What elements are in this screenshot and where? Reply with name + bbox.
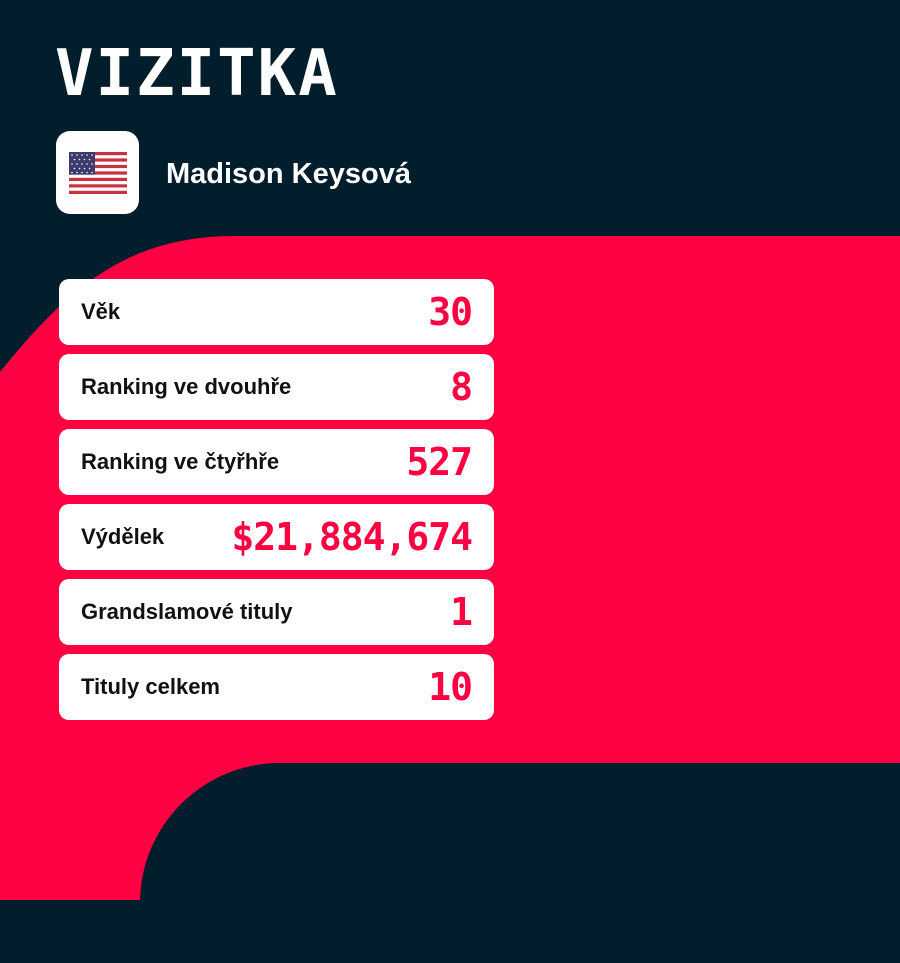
stat-card-singles-ranking: Ranking ve dvouhře 8	[59, 354, 494, 420]
stat-card-earnings: Výdělek $21,884,674	[59, 504, 494, 570]
player-name: Madison Keysová	[166, 158, 411, 190]
stat-label: Výdělek	[81, 524, 165, 549]
stat-value: 30	[428, 290, 473, 334]
stat-label: Věk	[81, 299, 121, 324]
stat-card-doubles-ranking: Ranking ve čtyřhře 527	[59, 429, 494, 495]
stat-label: Tituly celkem	[81, 674, 220, 699]
stat-label: Grandslamové tituly	[81, 599, 293, 624]
stat-card-age: Věk 30	[59, 279, 494, 345]
flag-badge	[56, 131, 139, 214]
stat-card-grand-slam-titles: Grandslamové tituly 1	[59, 579, 494, 645]
stat-label: Ranking ve dvouhře	[81, 374, 292, 399]
stat-value: $21,884,674	[231, 515, 473, 559]
dark-corner-shape	[140, 763, 900, 963]
stat-label: Ranking ve čtyřhře	[81, 449, 280, 474]
us-flag-icon	[68, 151, 127, 194]
stat-value: 8	[450, 365, 473, 409]
stat-value: 10	[428, 665, 473, 709]
stat-card-total-titles: Tituly celkem 10	[59, 654, 494, 720]
page-title: VIZITKA	[55, 37, 339, 111]
stat-value: 527	[406, 440, 473, 484]
stat-value: 1	[450, 590, 473, 634]
